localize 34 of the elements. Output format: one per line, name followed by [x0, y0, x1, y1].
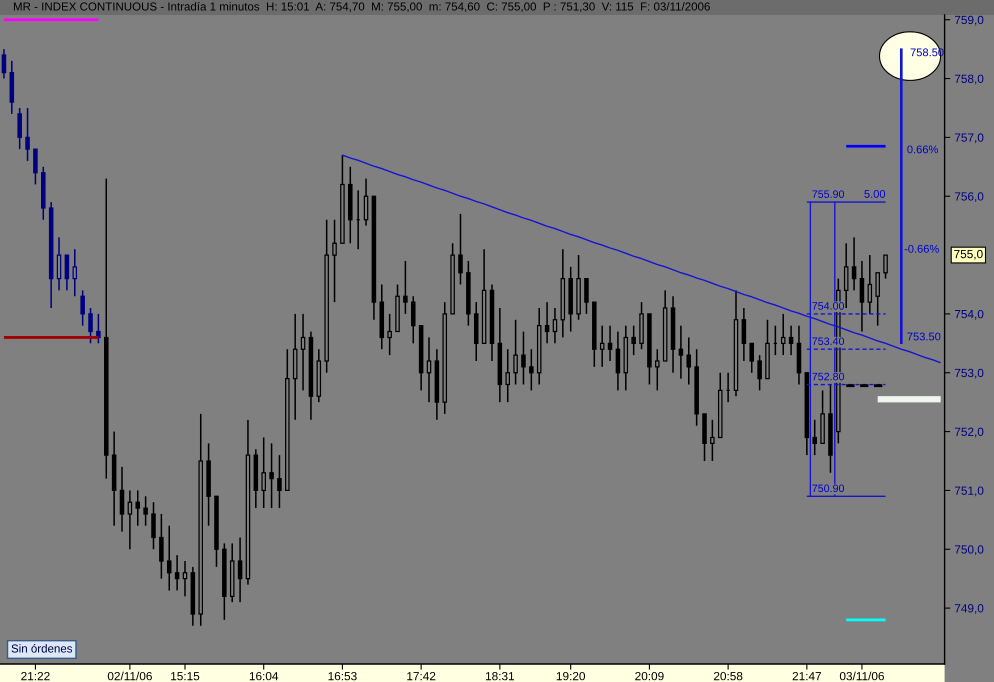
- y-tick-label: 757,0: [954, 133, 984, 144]
- y-tick-label: 749,0: [954, 604, 984, 614]
- annotation: 754.00: [812, 302, 844, 310]
- annotation: 755.90: [812, 190, 844, 198]
- x-tick-label: 02/11/06: [108, 672, 152, 680]
- annotation: 753.40: [812, 337, 844, 346]
- text: 755,0: [954, 250, 983, 260]
- y-tick-label: 758,0: [954, 74, 984, 84]
- x-tick-label: 20:58: [714, 672, 742, 680]
- x-tick-label: 15:15: [171, 672, 200, 680]
- x-tick-label: 16:04: [250, 672, 278, 680]
- x-tick-label: 18:31: [486, 672, 514, 680]
- x-tick-label: 17:42: [407, 672, 436, 680]
- x-tick-label: 20:09: [635, 672, 664, 680]
- x-tick-label: 19:20: [556, 672, 586, 680]
- annotation: -0.66%: [904, 244, 939, 253]
- x-tick-label: 16:53: [328, 672, 357, 680]
- annotation: 0.66%: [907, 145, 938, 154]
- y-tick-label: 754,0: [954, 310, 984, 320]
- annotation: 752.80: [812, 372, 844, 380]
- x-tick-label: 03/11/06: [840, 672, 884, 680]
- y-tick-label: 753,0: [954, 368, 984, 379]
- annotation: 750.90: [812, 484, 844, 492]
- y-tick-label: 752,0: [954, 428, 984, 438]
- y-tick-label: 750,0: [954, 545, 984, 556]
- y-tick-label: 759,0: [954, 16, 984, 26]
- annotation: 5.00: [864, 190, 886, 198]
- x-tick-label: 21:22: [21, 672, 50, 680]
- annotation: 753.50: [907, 332, 940, 340]
- chart-title: MR - INDEX CONTINUOUS - Intradía 1 minutos H: 15:01 A: 754,70 M: 755,00 m: 754,60 C: 755,00 P : 751,30 V: 115 F: 03/11/2006: [14, 2, 710, 12]
- x-tick-label: 21:47: [792, 672, 822, 680]
- y-tick-label: 751,0: [954, 486, 984, 496]
- y-tick-label: 756,0: [954, 192, 984, 202]
- annotation: Sin órdenes: [12, 644, 72, 653]
